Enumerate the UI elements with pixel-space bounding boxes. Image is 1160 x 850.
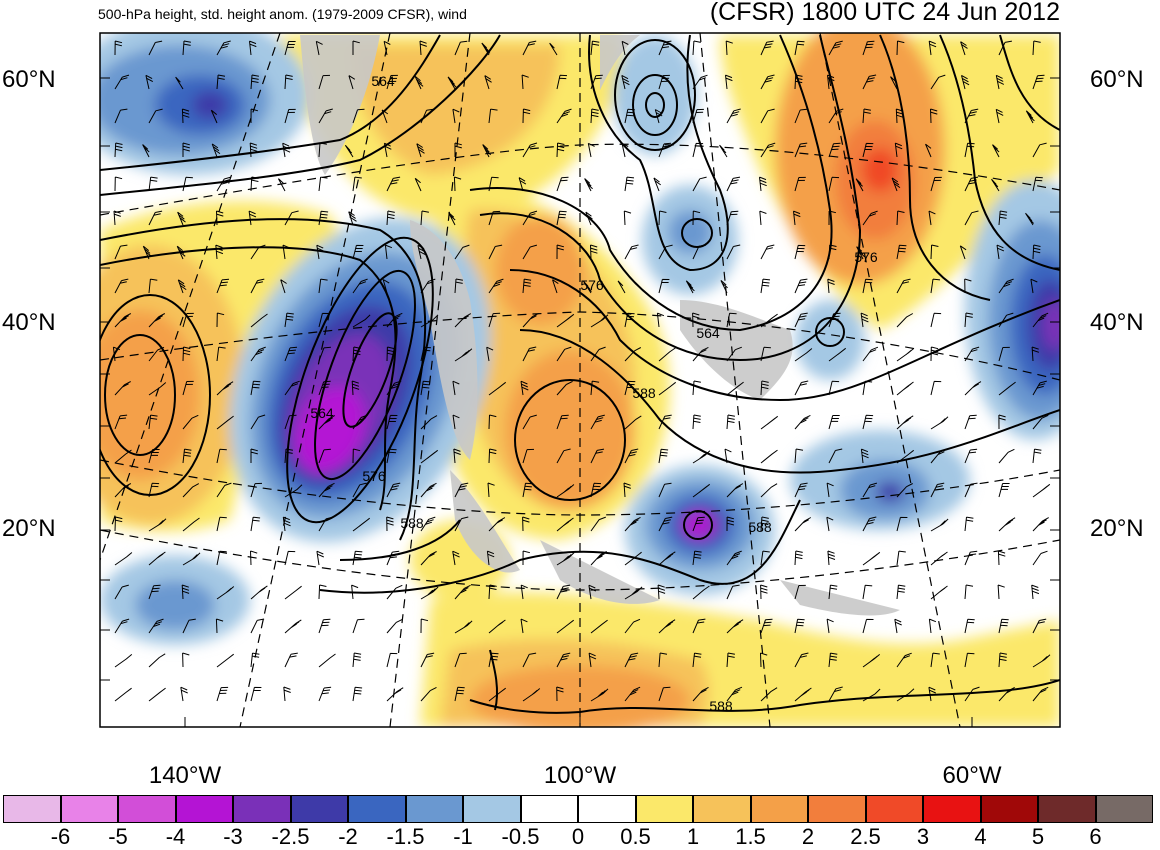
colorbar-tick-label: -5 [108, 824, 128, 849]
contour-labels: 564 576 564 588 564 576 588 588 576 588 [310, 73, 878, 714]
lon-label-140w: 140°W [148, 762, 222, 789]
contour-label: 588 [709, 698, 733, 714]
lat-label-right-40: 40°N [1090, 309, 1144, 336]
colorbar-swatch [923, 795, 981, 823]
contour-label: 588 [632, 385, 656, 401]
colorbar-swatch [405, 795, 463, 823]
colorbar-swatch [1038, 795, 1096, 823]
contour-label: 576 [362, 468, 386, 484]
colorbar-tick-label: 1.5 [735, 824, 766, 849]
colorbar-tick-label: -1.5 [386, 824, 425, 849]
colorbar-tick-label: 2.5 [850, 824, 881, 849]
colorbar-tick-label: 6 [1089, 824, 1102, 849]
colorbar-swatch [520, 795, 578, 823]
contour-label: 588 [400, 515, 424, 531]
colorbar-tick-label: 0 [571, 824, 585, 849]
colorbar-tick-label: -2.5 [271, 824, 310, 849]
colorbar-tick-label: -6 [50, 824, 71, 849]
colorbar-swatch [1095, 795, 1153, 823]
colorbar-swatch [808, 795, 866, 823]
contour-label: 576 [854, 249, 878, 265]
colorbar-tick-label: 2 [801, 824, 815, 849]
colorbar-swatch [980, 795, 1038, 823]
colorbar-swatch [60, 795, 118, 823]
lat-label-right-20: 20°N [1090, 515, 1144, 542]
colorbar-tick-label: -4 [165, 824, 186, 849]
lat-label-right-60: 60°N [1090, 66, 1144, 93]
lat-label-left-20: 20°N [2, 515, 56, 542]
colorbar-swatch [578, 795, 636, 823]
lon-label-100w: 100°W [543, 762, 617, 789]
colorbar-tick-label: 3 [916, 824, 930, 849]
contour-label: 576 [580, 277, 604, 293]
axis-ticks [100, 77, 1060, 727]
colorbar-swatch [290, 795, 348, 823]
colorbar-tick-label: -0.5 [501, 824, 540, 849]
colorbar-swatch [3, 795, 61, 823]
contour-label: 564 [310, 405, 334, 421]
colorbar-tick-label: 4 [974, 824, 987, 849]
colorbar-tick-label: 0.5 [620, 824, 651, 849]
colorbar-swatch [750, 795, 808, 823]
colorbar-tick-label: -2 [338, 824, 358, 849]
weather-map: 564 576 564 588 564 576 588 588 576 588 [99, 32, 1061, 728]
contour-label: 564 [371, 73, 395, 89]
contour-label: 564 [696, 325, 720, 341]
colorbar-swatch [118, 795, 176, 823]
colorbar-swatch [175, 795, 233, 823]
chart-title: (CFSR) 1800 UTC 24 Jun 2012 [709, 0, 1060, 26]
colorbar [0, 795, 1160, 850]
chart-subtitle: 500-hPa height, std. height anom. (1979-… [98, 6, 467, 22]
colorbar-tick-label: -3 [223, 824, 243, 849]
colorbar-swatch [233, 795, 291, 823]
colorbar-swatch [463, 795, 521, 823]
colorbar-swatch [693, 795, 751, 823]
colorbar-tick-label: 1 [686, 824, 700, 849]
colorbar-swatch [865, 795, 923, 823]
lat-label-left-40: 40°N [2, 309, 56, 336]
lon-label-60w: 60°W [942, 762, 1002, 789]
colorbar-swatch [635, 795, 693, 823]
wind-barbs [112, 40, 1051, 702]
contour-label: 588 [748, 519, 772, 535]
lat-label-left-60: 60°N [2, 66, 56, 93]
colorbar-swatch [348, 795, 406, 823]
colorbar-tick-label: 5 [1031, 824, 1045, 849]
colorbar-tick-label: -1 [453, 824, 473, 849]
